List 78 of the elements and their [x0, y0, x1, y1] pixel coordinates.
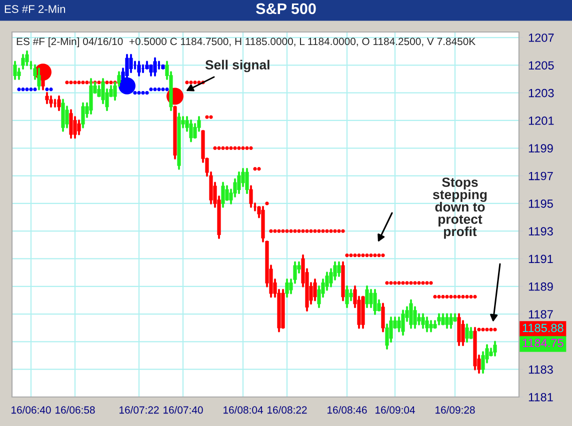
y-tick-label: 1205	[528, 61, 554, 70]
candlestick	[437, 313, 441, 326]
candlestick	[245, 168, 249, 194]
candlestick	[225, 185, 229, 201]
candlestick	[13, 60, 17, 80]
candlestick	[345, 285, 349, 308]
candlestick	[465, 323, 469, 343]
candlestick	[129, 54, 133, 74]
candlestick	[221, 182, 225, 208]
y-tick-label: 1195	[528, 199, 553, 208]
candlestick	[445, 313, 449, 329]
x-tick-label: 16/09:04	[376, 406, 415, 414]
candlestick	[97, 84, 101, 98]
y-tick-label: 1183	[528, 365, 553, 374]
candlestick	[381, 302, 385, 332]
candlestick	[369, 288, 373, 308]
candlestick	[25, 50, 29, 66]
y-tick-label: 1201	[528, 116, 554, 125]
candlestick	[285, 278, 289, 298]
x-tick-label: 16/08:22	[268, 406, 307, 414]
candlestick	[21, 54, 25, 70]
candlestick	[421, 313, 425, 329]
x-tick-label: 16/08:04	[224, 406, 263, 414]
candlestick	[65, 106, 69, 128]
candlestick	[237, 171, 241, 194]
y-tick-label: 1199	[528, 144, 553, 153]
candlestick	[429, 320, 433, 332]
candlestick	[401, 310, 405, 336]
text: 1184.75	[522, 338, 564, 348]
x-tick-label: 16/09:28	[436, 406, 475, 414]
candlestick	[17, 68, 21, 80]
candlestick	[469, 326, 473, 340]
candlestick	[349, 288, 353, 302]
candlestick	[153, 57, 157, 77]
chart-title: S&P 500	[256, 3, 316, 14]
candlestick	[137, 60, 141, 77]
candlestick	[365, 285, 369, 308]
annotation: Stops stepping down to protect profit	[432, 178, 487, 239]
text: 1185.88	[522, 324, 564, 332]
candlestick	[413, 306, 417, 329]
candlestick	[49, 95, 53, 108]
x-tick-label: 16/06:58	[56, 406, 95, 414]
y-tick-label: 1193	[528, 227, 553, 236]
y-tick-label: 1181	[528, 393, 553, 402]
candlestick	[45, 92, 49, 104]
candlestick	[417, 313, 421, 326]
x-tick-label: 16/08:46	[328, 406, 367, 414]
x-tick-label: 16/07:22	[120, 406, 159, 414]
candlestick	[149, 64, 153, 77]
candlestick	[449, 313, 453, 329]
text: ES #F 2-Min	[4, 4, 66, 13]
candlestick	[441, 313, 445, 326]
candlestick	[313, 278, 317, 302]
candlestick	[397, 316, 401, 332]
chart-subtitle: ES #F [2-Min] 04/16/10 +0.5000 C 1184.7500, H 1185.0000, L 1184.0000, O 1184.2500, V 7.8450K	[16, 37, 476, 48]
y-tick-label: 1207	[528, 34, 554, 42]
candlestick	[73, 116, 77, 139]
candlestick	[57, 95, 61, 112]
candlestick	[409, 299, 413, 329]
candlestick	[37, 68, 41, 90]
y-tick-label: 1187	[528, 310, 553, 318]
candlestick	[337, 261, 341, 277]
x-tick-label: 16/07:40	[164, 406, 203, 414]
candlestick	[189, 120, 193, 142]
candlestick	[373, 288, 377, 316]
y-tick-label: 1189	[528, 282, 553, 291]
candlestick	[77, 120, 81, 136]
candlestick	[493, 340, 497, 356]
candlestick	[69, 109, 73, 139]
candlestick	[81, 102, 85, 128]
candlestick	[249, 185, 253, 208]
y-tick-label: 1203	[528, 88, 554, 98]
y-tick-label: 1191	[528, 254, 553, 264]
y-tick-label: 1197	[528, 172, 553, 180]
annotation: Sell signal	[205, 60, 270, 72]
candlestick	[425, 316, 429, 332]
candlestick	[461, 320, 465, 346]
x-tick-label: 16/06:40	[12, 406, 51, 414]
